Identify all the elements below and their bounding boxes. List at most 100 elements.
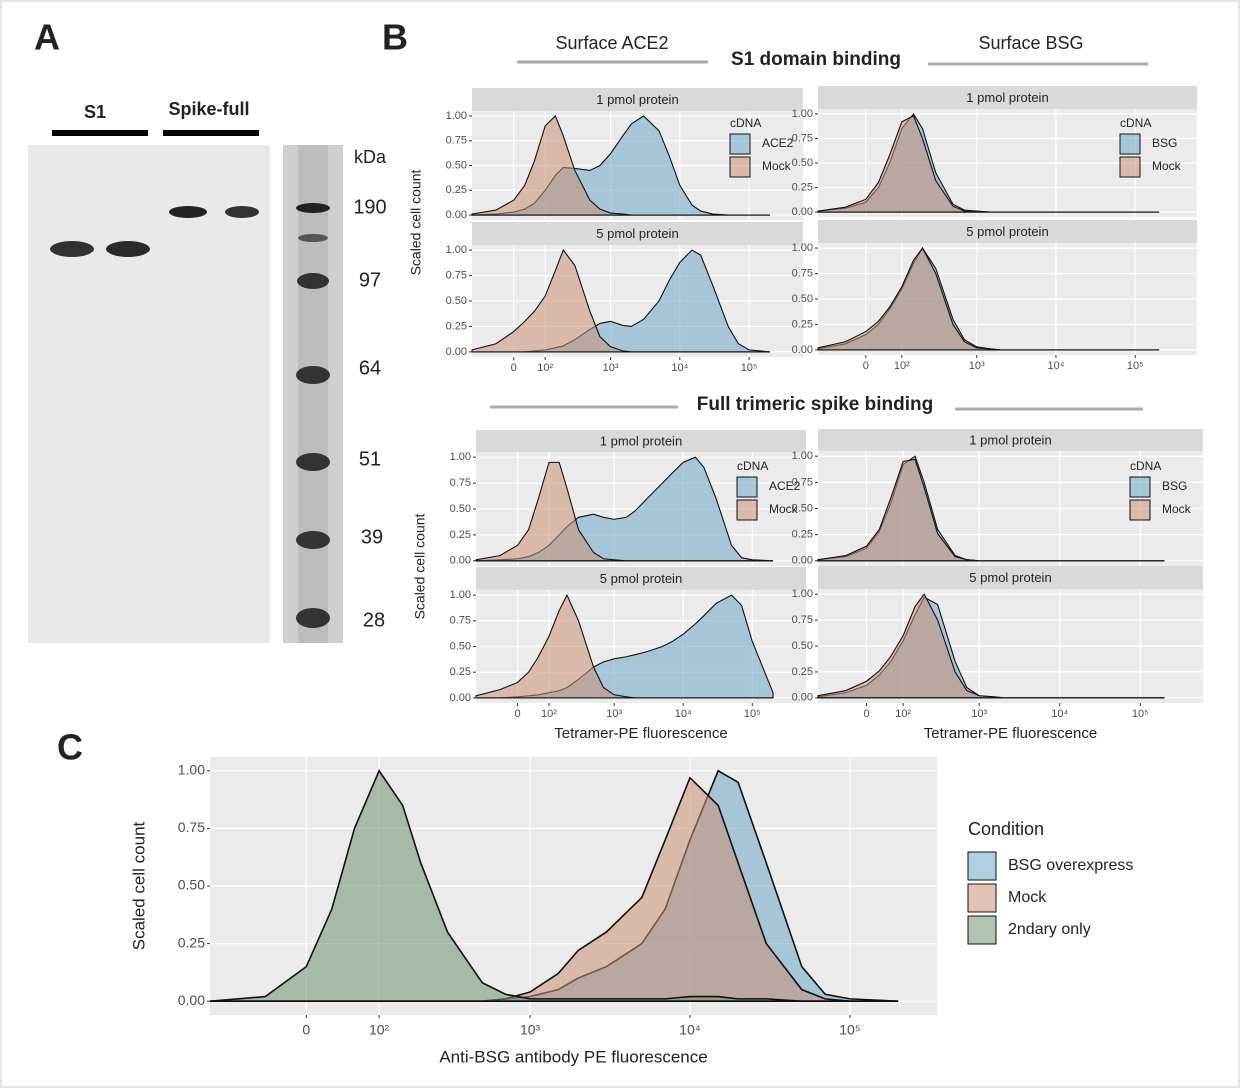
y-tick-label: 1.00	[450, 589, 471, 601]
x-tick-label: 10²	[894, 360, 910, 372]
legend-label: Mock	[769, 502, 799, 516]
y-tick-label: 0.75	[792, 476, 813, 488]
y-tick-label: 0.25	[450, 666, 471, 678]
legend-title: Condition	[968, 819, 1044, 839]
y-tick-label: 0.25	[792, 318, 813, 330]
marker-label: 28	[363, 609, 385, 631]
x-tick-label: 10²	[895, 708, 911, 720]
legend-label: Mock	[1162, 502, 1192, 516]
x-tick-label: 10⁵	[1132, 708, 1149, 720]
y-tick-label: 1.00	[450, 451, 471, 463]
density-area	[209, 769, 899, 1002]
x-tick-label: 0	[302, 1022, 310, 1038]
y-tick-label: 0.00	[792, 555, 813, 567]
x-tick-label: 10³	[971, 708, 987, 720]
legend-swatch	[729, 133, 751, 155]
density-area	[817, 247, 1160, 351]
y-tick-label: 0.25	[450, 529, 471, 541]
x-tick-label: 0	[863, 360, 869, 372]
legend-swatch	[1119, 133, 1141, 155]
band	[106, 241, 150, 257]
legend-label: BSG	[1162, 479, 1187, 493]
lane-label: S1	[84, 102, 106, 122]
facet-label: 1 pmol protein	[600, 433, 682, 448]
y-axis-title: Scaled cell count	[408, 169, 424, 275]
x-tick-label: 10⁴	[679, 1022, 701, 1038]
x-tick-label: 10⁴	[1051, 708, 1068, 720]
y-tick-label: 0.25	[792, 181, 813, 193]
y-tick-label: 1.00	[792, 108, 813, 120]
legend-title: cDNA	[737, 459, 768, 473]
x-tick-label: 10⁵	[1127, 360, 1144, 372]
band	[296, 608, 330, 628]
facet-label: 5 pmol protein	[596, 226, 678, 241]
y-tick-label: 0.75	[178, 819, 205, 835]
y-tick-label: 1.00	[792, 588, 813, 600]
header: Full trimeric spike binding	[697, 394, 933, 415]
band	[169, 206, 207, 218]
legend-label: ACE2	[762, 136, 794, 150]
y-tick-label: 0.75	[792, 132, 813, 144]
lane-label: Spike-full	[168, 99, 249, 119]
legend-label: 2ndary only	[1008, 921, 1091, 938]
y-tick-label: 0.50	[446, 295, 467, 307]
density-area	[817, 458, 1165, 562]
y-tick-label: 0.50	[178, 877, 205, 893]
facet-strip	[476, 430, 806, 452]
ladder-lane	[298, 145, 328, 643]
legend-swatch	[736, 476, 758, 498]
x-tick-label: 10²	[369, 1022, 390, 1038]
legend-swatch	[967, 883, 997, 913]
y-tick-label: 0.75	[450, 615, 471, 627]
legend-label: Mock	[1152, 159, 1182, 173]
y-tick-label: 0.50	[792, 640, 813, 652]
header: S1 domain binding	[731, 49, 901, 70]
y-tick-label: 0.50	[792, 502, 813, 514]
y-tick-label: 0.50	[446, 159, 467, 171]
y-tick-label: 0.50	[792, 157, 813, 169]
y-tick-label: 0.25	[446, 320, 467, 332]
y-tick-label: 0.50	[792, 293, 813, 305]
facet-label: 5 pmol protein	[966, 224, 1048, 239]
band	[296, 203, 330, 213]
density-area	[817, 115, 1160, 213]
marker-label: 64	[359, 357, 381, 379]
y-tick-label: 0.25	[446, 184, 467, 196]
x-tick-label: 10⁴	[671, 362, 688, 374]
x-tick-label: 10³	[520, 1022, 541, 1038]
x-tick-label: 10³	[969, 360, 985, 372]
y-tick-label: 1.00	[792, 450, 813, 462]
x-tick-label: 10⁵	[741, 362, 758, 374]
density-area	[471, 114, 770, 216]
y-tick-label: 0.00	[792, 344, 813, 356]
legend-swatch	[729, 156, 751, 178]
marker-label: 97	[359, 269, 381, 291]
marker-label: 51	[359, 448, 381, 470]
panel-label: B	[382, 17, 408, 58]
x-tick-label: 10²	[541, 708, 557, 720]
panel-label: A	[34, 17, 60, 58]
gel	[28, 145, 270, 643]
y-tick-label: 0.25	[792, 529, 813, 541]
legend-swatch	[967, 851, 997, 881]
facet-strip	[818, 86, 1197, 109]
y-tick-label: 0.75	[792, 614, 813, 626]
facet-strip	[472, 88, 803, 111]
x-tick-label: 10⁵	[839, 1022, 860, 1038]
y-tick-label: 0.00	[178, 992, 205, 1008]
header: Surface BSG	[978, 33, 1083, 53]
legend-label: ACE2	[769, 479, 801, 493]
band	[50, 241, 94, 257]
x-tick-label: 10³	[603, 362, 619, 374]
facet-strip	[818, 429, 1203, 451]
band	[296, 366, 330, 384]
legend-label: BSG overexpress	[1008, 857, 1133, 874]
legend-swatch	[736, 499, 758, 521]
facet-strip	[472, 222, 803, 245]
band	[296, 453, 330, 471]
x-tick-label: 0	[515, 708, 521, 720]
y-tick-label: 0.75	[446, 135, 467, 147]
legend-swatch	[1129, 476, 1151, 498]
legend-label: Mock	[1008, 889, 1047, 906]
